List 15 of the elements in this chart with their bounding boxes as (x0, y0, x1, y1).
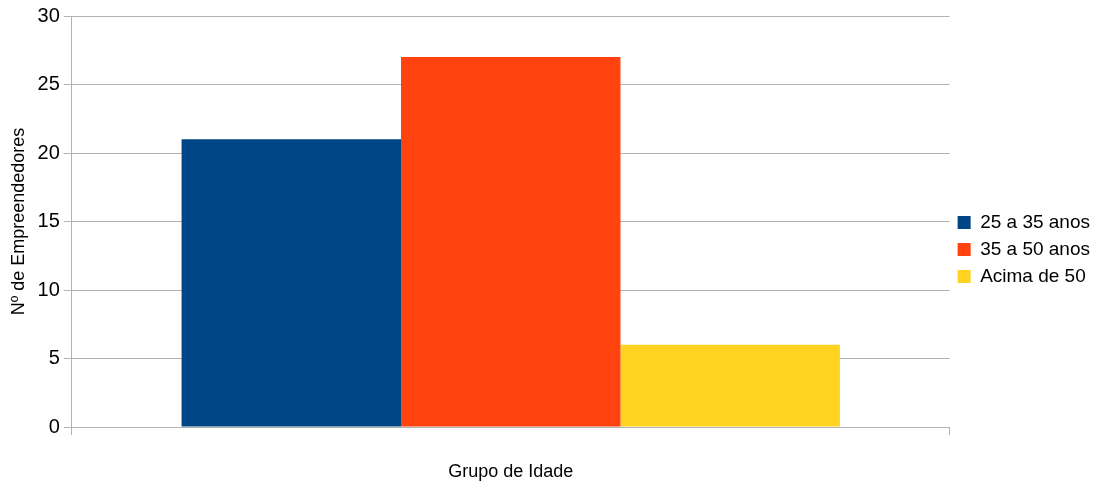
y-tick-label: 10 (37, 277, 60, 300)
bar (181, 139, 402, 427)
y-tick-label: 15 (37, 209, 60, 232)
y-axis-title: Nº de Empreendedores (7, 127, 28, 316)
y-tick-label: 0 (48, 414, 60, 437)
y-tick-label: 5 (48, 346, 60, 369)
y-tick-label: 20 (37, 140, 60, 163)
legend-label: Acima de 50 (980, 264, 1086, 286)
bar (620, 344, 840, 427)
legend-label: 25 a 35 anos (980, 210, 1090, 232)
y-tick-label: 30 (37, 3, 60, 26)
x-axis-title: Grupo de Idade (448, 461, 574, 482)
legend-label: 35 a 50 anos (980, 237, 1090, 259)
y-tick-label: 25 (37, 72, 60, 95)
bar (401, 57, 621, 427)
